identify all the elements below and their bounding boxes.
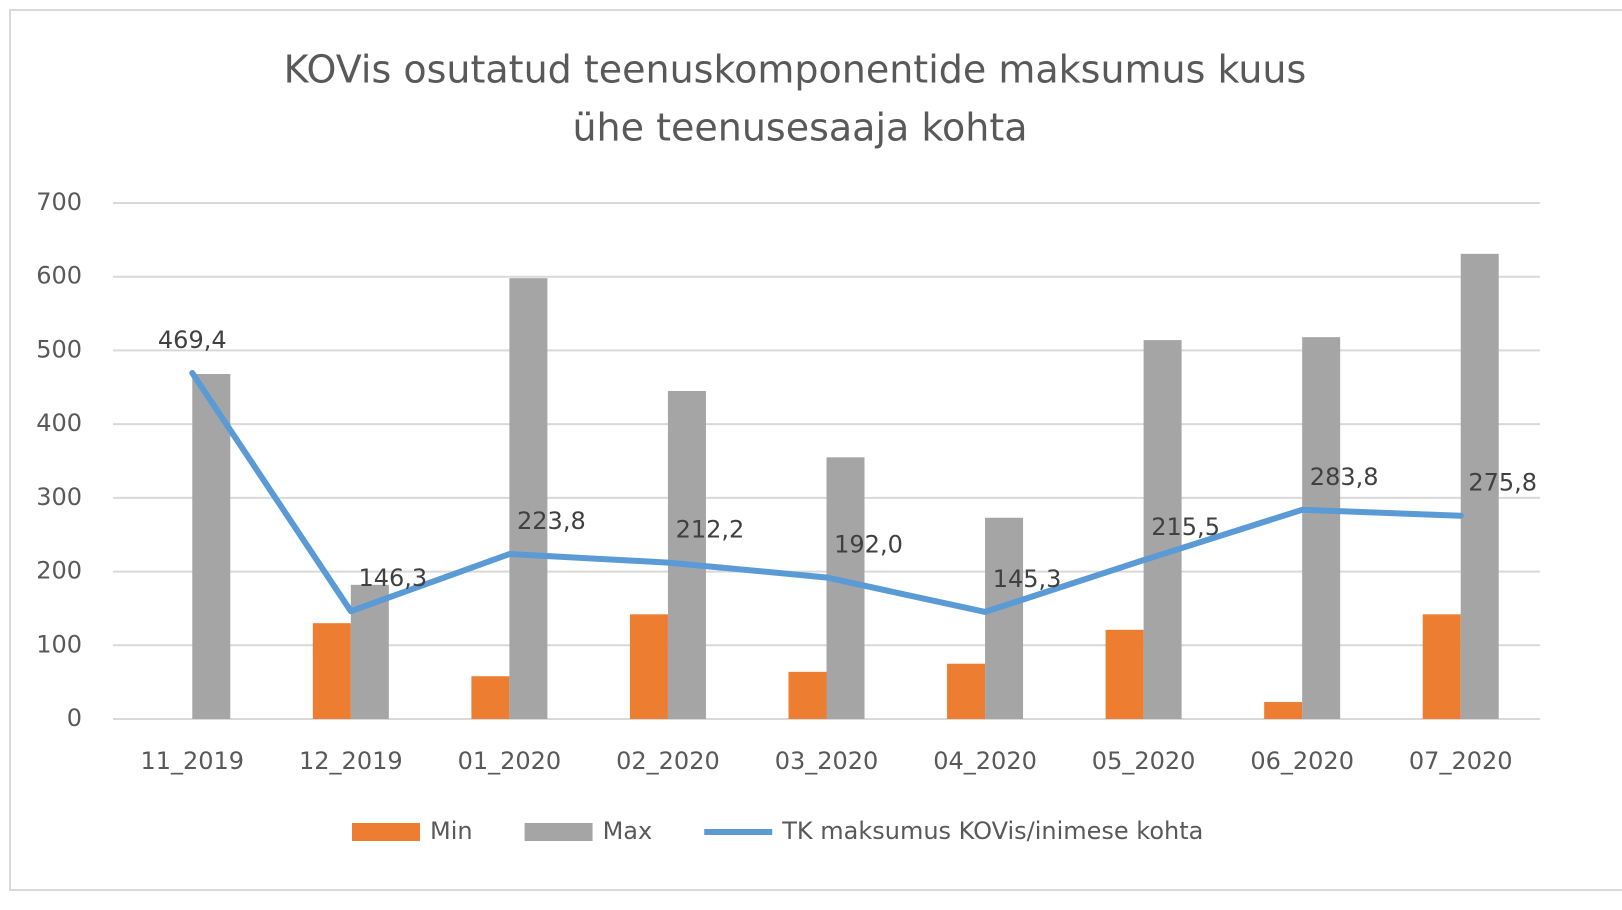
bar	[826, 457, 865, 719]
y-tick-label: 0	[67, 704, 82, 732]
bar	[629, 614, 668, 719]
data-label: 275,8	[1468, 469, 1537, 497]
bar	[509, 278, 548, 719]
bar	[985, 517, 1024, 719]
y-tick-label: 500	[36, 335, 82, 363]
bar	[1422, 614, 1461, 719]
bar	[1264, 702, 1303, 719]
data-label: 283,8	[1310, 463, 1379, 491]
x-tick-label: 11_2019	[140, 747, 244, 775]
x-tick-label: 02_2020	[616, 747, 720, 775]
y-tick-label: 300	[36, 483, 82, 511]
bar	[667, 390, 706, 719]
data-label: 223,8	[517, 507, 586, 535]
x-tick-label: 06_2020	[1250, 747, 1354, 775]
data-label: 212,2	[676, 516, 745, 544]
data-label: 146,3	[358, 564, 427, 592]
legend-swatch	[352, 823, 420, 841]
y-tick-label: 600	[36, 262, 82, 290]
bar	[312, 623, 351, 719]
y-tick-label: 100	[36, 630, 82, 658]
x-tick-label: 05_2020	[1092, 747, 1196, 775]
x-tick-label: 03_2020	[775, 747, 879, 775]
legend-label: Min	[430, 817, 473, 845]
line	[189, 369, 1464, 615]
y-tick-label: 700	[36, 188, 82, 216]
legend-label: TK maksumus KOVis/inimese kohta	[781, 817, 1203, 845]
bar	[788, 671, 827, 719]
data-label: 192,0	[834, 530, 903, 558]
x-tick-label: 07_2020	[1409, 747, 1513, 775]
bar	[1460, 253, 1499, 719]
bar	[947, 663, 986, 719]
bar	[1302, 337, 1341, 719]
bar	[1143, 340, 1182, 719]
y-tick-label: 400	[36, 409, 82, 437]
data-label: 145,3	[993, 565, 1062, 593]
chart-title: KOVis osutatud teenuskomponentide maksum…	[284, 48, 1307, 92]
y-tick-label: 200	[36, 557, 82, 585]
legend-label: Max	[603, 817, 653, 845]
chart-title: ühe teenusesaaja kohta	[572, 106, 1027, 150]
bar	[1105, 629, 1144, 719]
bar	[471, 676, 510, 719]
x-tick-label: 12_2019	[299, 747, 403, 775]
data-label: 215,5	[1151, 513, 1220, 541]
x-tick-label: 01_2020	[458, 747, 562, 775]
legend-swatch	[524, 823, 593, 841]
x-tick-label: 04_2020	[933, 747, 1037, 775]
bar	[192, 374, 231, 719]
data-label: 469,4	[158, 326, 227, 354]
chart-frame	[9, 9, 1622, 891]
